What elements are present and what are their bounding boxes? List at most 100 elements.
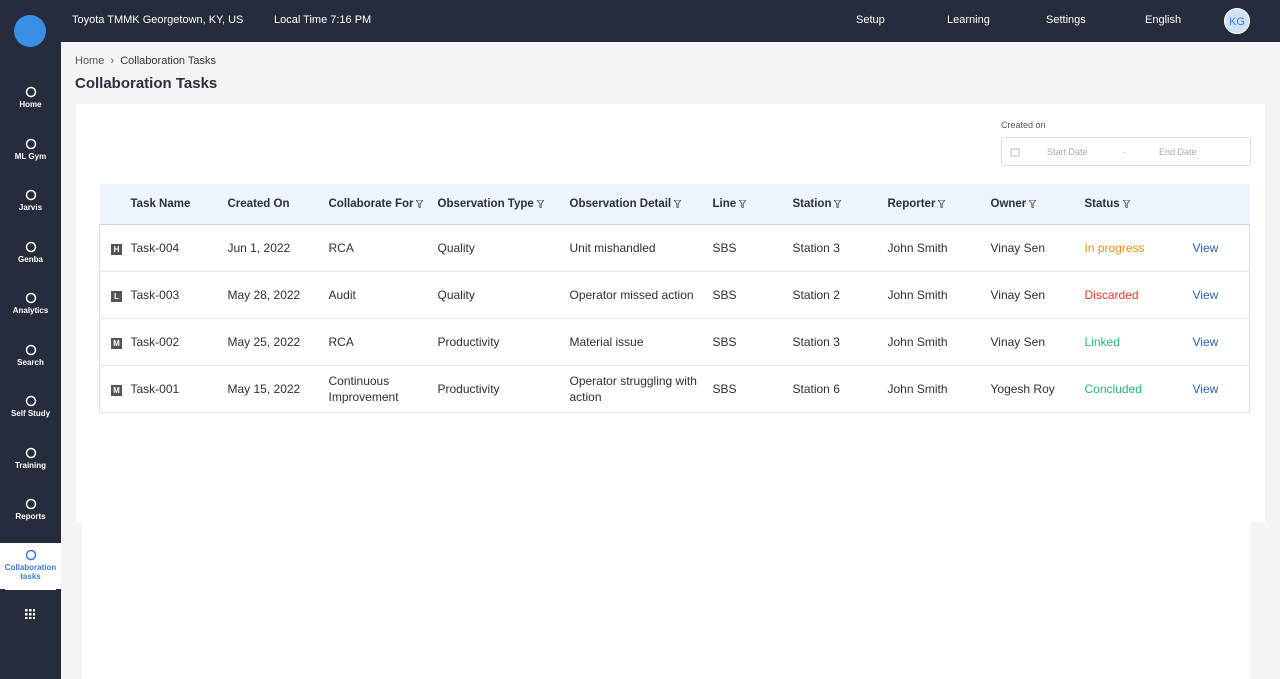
status: Linked bbox=[1084, 334, 1120, 349]
table-cell: May 15, 2022 bbox=[224, 365, 326, 413]
nav-label: Collaboration tasks bbox=[4, 562, 57, 581]
location[interactable]: Toyota TMMK Georgetown, KY, US bbox=[72, 14, 244, 26]
filter-icon[interactable] bbox=[535, 199, 545, 209]
menu-language[interactable]: English bbox=[1145, 14, 1182, 26]
logo[interactable] bbox=[14, 15, 46, 47]
menu-settings[interactable]: Settings bbox=[1046, 14, 1086, 26]
nav-label: Training bbox=[14, 460, 47, 470]
nav-icon bbox=[25, 344, 36, 355]
priority-badge: H bbox=[111, 243, 122, 255]
table-cell: Quality bbox=[434, 224, 567, 272]
table-cell: Jun 1, 2022 bbox=[224, 224, 326, 272]
filter-icon[interactable] bbox=[415, 199, 425, 209]
separator: - bbox=[1123, 147, 1126, 157]
cell-text: SBS bbox=[712, 381, 737, 396]
column-header[interactable]: Station bbox=[789, 184, 885, 225]
nav-icon bbox=[25, 241, 36, 252]
table-cell: SBS bbox=[709, 318, 790, 366]
filter-icon[interactable] bbox=[937, 199, 947, 209]
view-link[interactable]: View bbox=[1192, 287, 1219, 302]
nav-label: Home bbox=[19, 100, 42, 109]
cell-text: Vinay Sen bbox=[990, 287, 1046, 302]
filter-label: Created on bbox=[1001, 120, 1046, 130]
nav-item[interactable]: Reports bbox=[0, 492, 61, 538]
cell-text: Quality bbox=[437, 240, 475, 255]
table-cell: Station 6 bbox=[789, 365, 885, 413]
cell-text: Material issue bbox=[569, 334, 644, 349]
nav-icon bbox=[25, 86, 36, 98]
table-cell: SBS bbox=[709, 224, 790, 272]
nav-item[interactable]: Genba bbox=[0, 235, 61, 281]
crumb-home[interactable]: Home bbox=[75, 55, 105, 67]
nav-item[interactable]: ML Gym bbox=[0, 132, 61, 178]
apps-icon[interactable] bbox=[25, 609, 35, 619]
menu-setup[interactable]: Setup bbox=[856, 14, 885, 26]
table-cell: May 28, 2022 bbox=[224, 271, 326, 319]
table-cell: Productivity bbox=[434, 365, 567, 413]
column-header[interactable]: Observation Detail bbox=[566, 184, 710, 225]
cell-text: Continuous Improvement bbox=[328, 373, 399, 404]
table-cell: View bbox=[1189, 224, 1250, 272]
cell-text: Task-003 bbox=[130, 287, 180, 302]
column-header[interactable]: Line bbox=[709, 184, 790, 225]
status: Discarded bbox=[1084, 287, 1139, 302]
view-link[interactable]: View bbox=[1192, 381, 1219, 396]
filter-icon[interactable] bbox=[738, 199, 748, 209]
table-row: H Task-004 Jun 1, 2022 RCA Quality Unit misha… bbox=[99, 224, 1250, 272]
panel bbox=[82, 515, 1250, 679]
column-title: Reporter bbox=[887, 197, 936, 210]
table-row: M Task-001 May 15, 2022 Continuous Improvem… bbox=[99, 365, 1250, 413]
page-title: Collaboration Tasks bbox=[75, 75, 218, 92]
nav-item[interactable]: Analytics bbox=[0, 286, 61, 332]
crumb-current: Collaboration Tasks bbox=[120, 55, 217, 67]
table-cell: Station 3 bbox=[789, 224, 885, 272]
cell-text: Task-002 bbox=[130, 334, 180, 349]
column-header[interactable]: Observation Type bbox=[434, 184, 567, 225]
nav-item[interactable]: Collaboration tasks bbox=[0, 542, 61, 589]
column-header: Task Name bbox=[127, 184, 225, 225]
table-cell: Vinay Sen bbox=[987, 271, 1082, 319]
column-title: Collaborate For bbox=[328, 197, 414, 210]
column-title: Owner bbox=[990, 197, 1027, 210]
table-cell: Vinay Sen bbox=[987, 318, 1082, 366]
table-cell: H bbox=[99, 224, 128, 272]
start-date[interactable]: Start Date bbox=[1047, 147, 1088, 157]
column-header[interactable]: Collaborate For bbox=[325, 184, 435, 225]
date-range[interactable]: Start Date - End Date bbox=[1001, 137, 1251, 166]
cell-text: Task-001 bbox=[130, 381, 180, 396]
avatar[interactable]: KG bbox=[1224, 8, 1250, 34]
column-header[interactable]: Reporter bbox=[884, 184, 988, 225]
table-row: M Task-002 May 25, 2022 RCA Productivity Mate… bbox=[99, 318, 1250, 366]
table-cell: SBS bbox=[709, 365, 790, 413]
sidebar: Home ML Gym Jarvis Genba Analytics Search Self… bbox=[0, 0, 61, 679]
nav-item[interactable]: Self Study bbox=[0, 389, 61, 435]
filter-icon[interactable] bbox=[673, 199, 683, 209]
table-cell: Unit mishandled bbox=[566, 224, 710, 272]
nav-icon bbox=[25, 395, 36, 407]
table-cell: John Smith bbox=[884, 318, 988, 366]
end-date[interactable]: End Date bbox=[1159, 147, 1197, 157]
header-cell bbox=[99, 184, 128, 225]
local-time: Local Time 7:16 PM bbox=[274, 14, 372, 26]
table-cell: Station 3 bbox=[789, 318, 885, 366]
filter-icon[interactable] bbox=[833, 199, 843, 209]
filter-icon[interactable] bbox=[1028, 199, 1038, 209]
column-title: Line bbox=[712, 197, 737, 210]
table-cell: Continuous Improvement bbox=[325, 365, 435, 413]
filter-icon[interactable] bbox=[1121, 199, 1131, 209]
cell-text: John Smith bbox=[887, 381, 948, 396]
column-header[interactable]: Owner bbox=[987, 184, 1082, 225]
nav-item[interactable]: Search bbox=[0, 338, 61, 384]
view-link[interactable]: View bbox=[1192, 240, 1219, 255]
nav-icon bbox=[25, 549, 36, 560]
nav-item[interactable]: Training bbox=[0, 441, 61, 487]
table-cell: Productivity bbox=[434, 318, 567, 366]
column-header[interactable]: Status bbox=[1081, 184, 1190, 225]
nav-item[interactable]: Jarvis bbox=[0, 183, 61, 229]
view-link[interactable]: View bbox=[1192, 334, 1219, 349]
table-cell: M bbox=[99, 365, 128, 413]
breadcrumb: Home › Collaboration Tasks bbox=[75, 55, 217, 67]
table-cell: SBS bbox=[709, 271, 790, 319]
nav-item[interactable]: Home bbox=[0, 80, 61, 126]
menu-learning[interactable]: Learning bbox=[947, 14, 990, 26]
